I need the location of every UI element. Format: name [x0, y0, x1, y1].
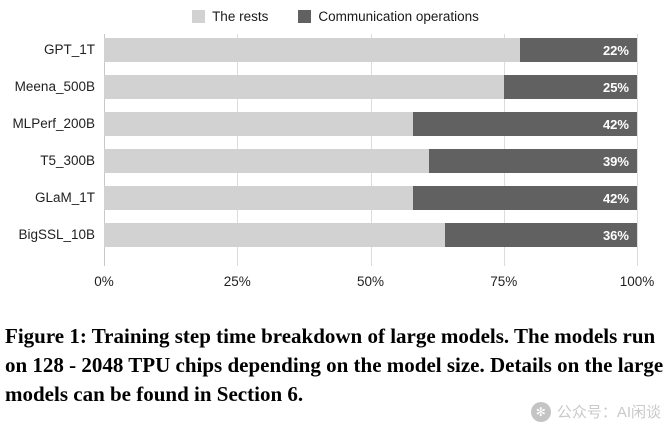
bar-segment-rests — [104, 112, 414, 136]
watermark-share-icon: ✻ — [530, 401, 551, 422]
x-axis: 0% 25% 50% 75% 100% — [94, 274, 654, 296]
bar-value-label: 42% — [602, 116, 629, 132]
y-axis-label: BigSSL_10B — [18, 227, 95, 242]
legend-item: Communication operations — [298, 9, 479, 24]
bar-segment-communication: 39% — [429, 149, 637, 173]
y-axis-label: Meena_500B — [14, 79, 95, 94]
legend-label: The rests — [212, 9, 269, 24]
chart-legend: The rests Communication operations — [0, 0, 671, 24]
y-axis-label: T5_300B — [40, 153, 95, 168]
bar-segment-rests — [104, 186, 414, 210]
bar-value-label: 22% — [602, 42, 629, 58]
y-axis-label: GLaM_1T — [34, 190, 95, 205]
bar-segment-communication: 22% — [519, 38, 637, 62]
bar-segment-communication: 42% — [413, 112, 637, 136]
bar-segment-rests — [104, 223, 446, 247]
bar-segment-communication: 36% — [445, 223, 637, 247]
bar-row: 42% — [104, 112, 637, 136]
x-tick-label: 50% — [356, 274, 385, 289]
legend-swatch-icon — [192, 10, 206, 23]
bar-segment-rests — [104, 75, 504, 99]
y-axis-labels: GPT_1T Meena_500B MLPerf_200B T5_300B GLaM_1… — [0, 38, 104, 266]
x-tick-label: 25% — [223, 274, 251, 289]
x-tick-label: 100% — [619, 274, 655, 289]
bar-value-label: 36% — [602, 227, 629, 243]
legend-swatch-icon — [298, 10, 312, 23]
bar-segment-communication: 42% — [413, 186, 637, 210]
bar-value-label: 42% — [602, 190, 629, 206]
bar-chart: GPT_1T Meena_500B MLPerf_200B T5_300B GLaM_1… — [0, 34, 671, 266]
legend-label: Communication operations — [318, 9, 479, 24]
bar-segment-rests — [104, 38, 520, 62]
bar-value-label: 39% — [602, 153, 629, 169]
bar-value-label: 25% — [602, 79, 629, 95]
bars-area: 22% 25% 42% 39% 42% 36% — [104, 38, 637, 247]
y-axis-label: GPT_1T — [43, 42, 95, 57]
figure-caption: Figure 1: Training step time breakdown o… — [5, 324, 664, 406]
legend-item: The rests — [192, 9, 268, 24]
y-axis-label: MLPerf_200B — [12, 116, 95, 131]
watermark: ✻ 公众号：AI闲谈 — [530, 401, 661, 422]
plot-area: 22% 25% 42% 39% 42% 36% — [104, 34, 638, 266]
bar-row: 36% — [104, 223, 637, 247]
gridline — [637, 34, 638, 266]
bar-segment-communication: 25% — [503, 75, 637, 99]
bar-row: 39% — [104, 149, 637, 173]
bar-row: 22% — [104, 38, 637, 62]
bar-row: 25% — [104, 75, 637, 99]
bar-row: 42% — [104, 186, 637, 210]
x-tick-label: 0% — [94, 274, 114, 289]
watermark-text: 公众号：AI闲谈 — [556, 404, 661, 421]
x-tick-label: 75% — [490, 274, 518, 289]
bar-segment-rests — [104, 149, 430, 173]
